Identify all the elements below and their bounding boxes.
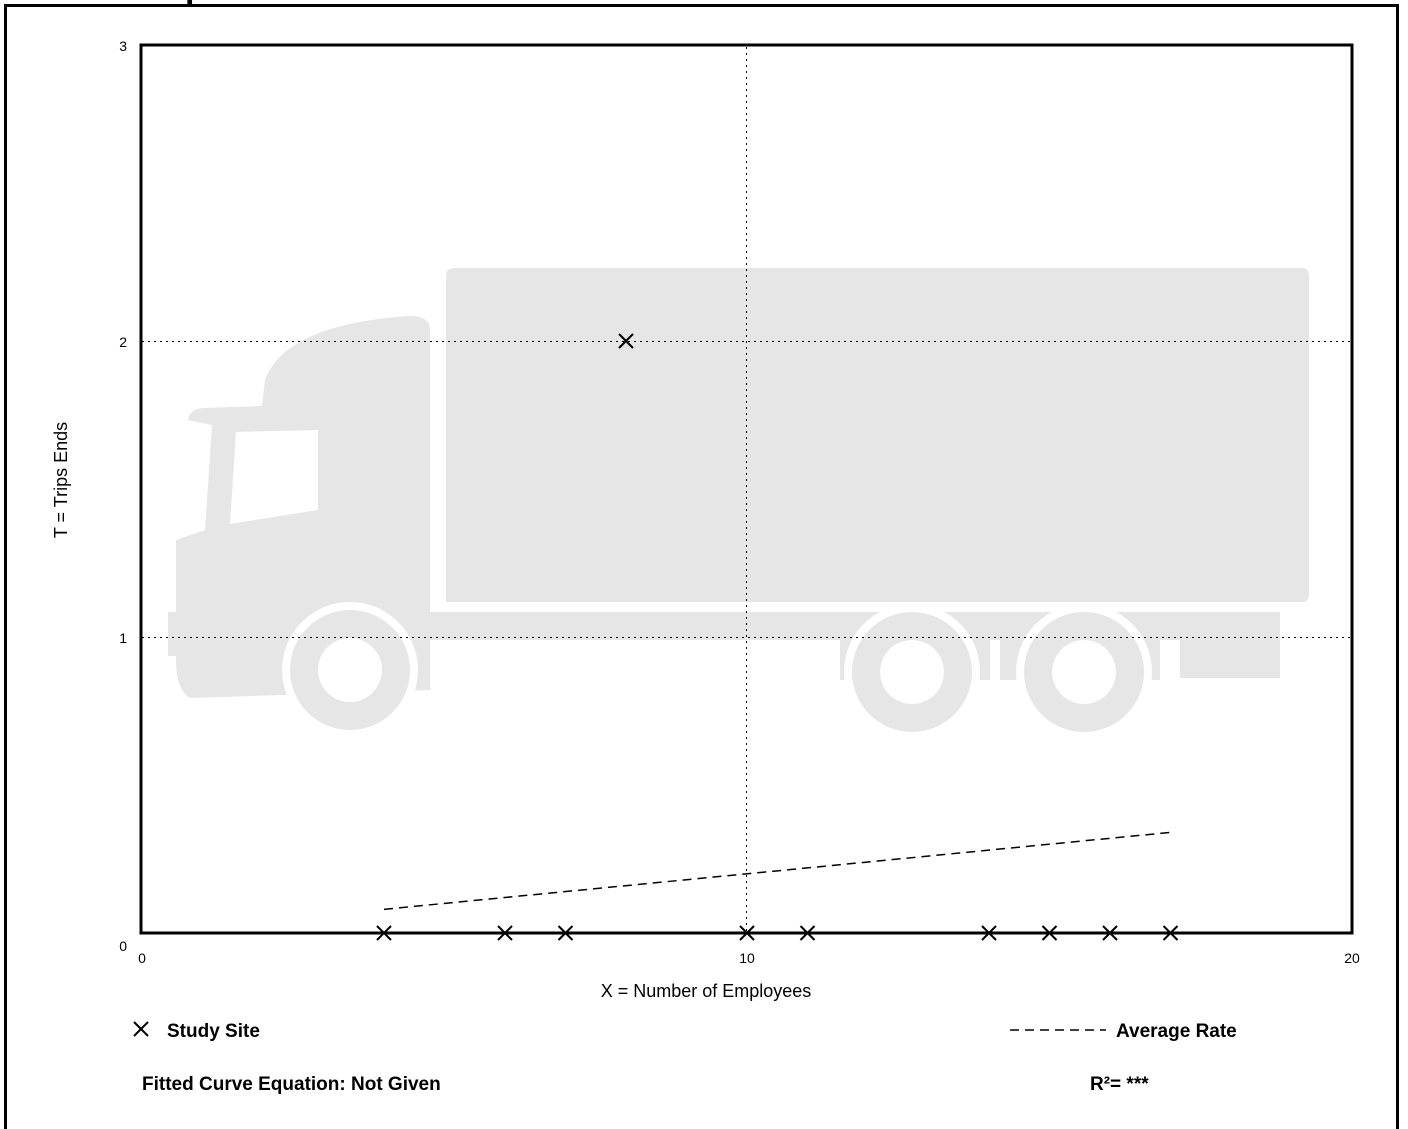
gridlines bbox=[142, 47, 1352, 932]
data-point bbox=[618, 333, 634, 349]
average-rate-series bbox=[383, 831, 1171, 911]
y-tick-label: 3 bbox=[119, 38, 127, 54]
title-fragment: p bbox=[185, 0, 290, 5]
legend-study-site: Study Site bbox=[133, 1021, 260, 1042]
average-rate-line bbox=[383, 831, 1171, 911]
truck-icon bbox=[168, 268, 1309, 740]
y-axis-label: T = Trips Ends bbox=[51, 422, 71, 538]
x-axis-label: X = Number of Employees bbox=[601, 981, 812, 1001]
legend-study-site-label: Study Site bbox=[167, 1021, 260, 1042]
data-point bbox=[981, 925, 997, 941]
data-point bbox=[1041, 925, 1058, 941]
data-point bbox=[376, 925, 392, 941]
data-point bbox=[497, 925, 513, 941]
y-tick-labels: 0 1 2 3 bbox=[119, 38, 127, 954]
x-tick-label: 0 bbox=[138, 950, 146, 966]
data-point bbox=[1162, 925, 1179, 941]
y-tick-label: 2 bbox=[119, 334, 127, 350]
data-point bbox=[799, 925, 816, 941]
r-squared: R²= *** bbox=[1090, 1074, 1149, 1095]
study-site-series bbox=[376, 333, 1179, 941]
data-point bbox=[557, 925, 574, 941]
data-point bbox=[739, 925, 755, 941]
x-tick-label: 20 bbox=[1344, 950, 1360, 966]
legend-average-rate-label: Average Rate bbox=[1116, 1021, 1237, 1042]
chart-frame bbox=[4, 4, 1399, 1129]
data-point bbox=[1102, 925, 1118, 941]
x-tick-label: 10 bbox=[739, 950, 755, 966]
x-tick-labels: 0 10 20 bbox=[138, 950, 1360, 966]
fitted-curve-equation: Fitted Curve Equation: Not Given bbox=[142, 1074, 441, 1095]
y-tick-label: 1 bbox=[119, 630, 127, 646]
legend-average-rate: Average Rate bbox=[1010, 1021, 1237, 1042]
y-tick-label: 0 bbox=[119, 938, 127, 954]
x-marker-icon bbox=[133, 1021, 149, 1037]
